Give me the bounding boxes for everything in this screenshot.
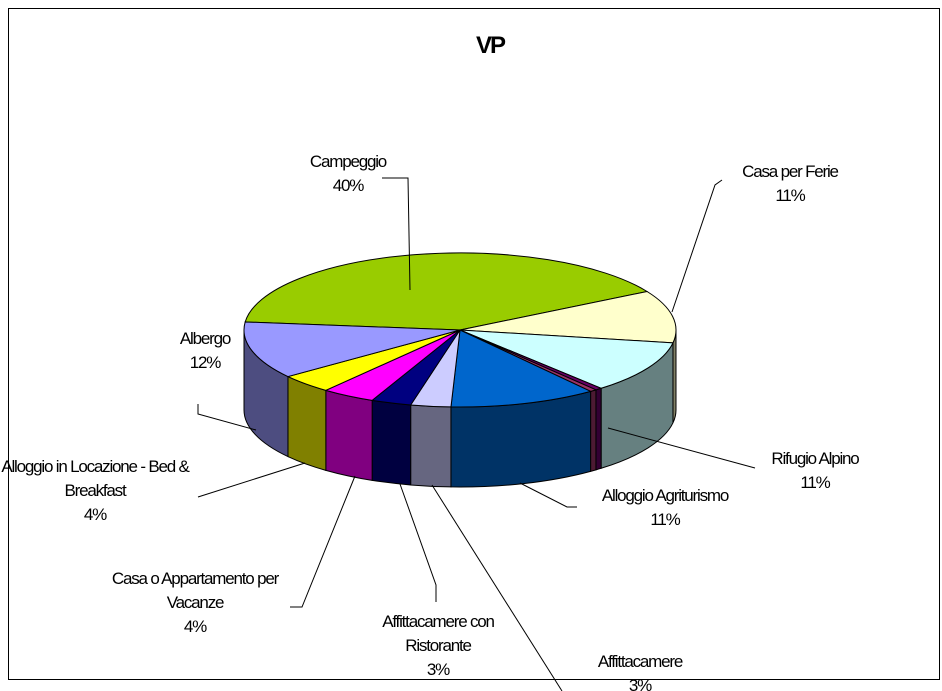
slice-label: Affittacamere con Ristorante 3% [353,610,523,682]
pie-slice [244,252,649,331]
leader-line [519,482,577,508]
slice-percent: 11% [800,473,830,492]
pie-side [287,375,327,472]
slice-label: Campeggio 40% [273,150,423,198]
slice-label: Alloggio in Locazione - Bed & Breakfast 4… [0,455,193,527]
leader-lines [197,177,756,691]
pie-side [371,399,412,486]
leader-line [290,475,356,608]
leader-line [382,177,411,291]
slice-percent: 4% [83,505,107,524]
pie-tops [243,252,677,408]
slice-label: Casa per Ferie 11% [710,160,870,208]
pie-side [595,387,602,471]
leader-line [607,427,756,469]
slice-name: Rifugio Alpino [771,449,859,468]
leader-line [197,462,306,498]
slice-label: Albergo 12% [145,327,265,375]
slice-name: Campeggio [309,152,387,171]
leader-line [671,179,723,313]
slice-name: Alloggio Agriturismo [601,486,729,505]
pie-slice [243,321,461,378]
pie-sides [243,329,677,488]
slice-percent: 11% [650,510,680,529]
slice-label: Alloggio Agriturismo 11% [570,484,760,532]
slice-name: Albergo [179,329,231,348]
slice-percent: 3% [628,676,652,691]
slice-label: Casa o Appartamento per Vacanze 4% [95,567,295,639]
leader-line [399,483,437,602]
slice-percent: 3% [426,660,450,679]
slice-percent: 11% [775,186,805,205]
pie-slice [459,290,677,344]
slice-name: Affittacamere [597,652,683,671]
slice-label: Affittacamere 3% [560,650,720,691]
leader-line [197,404,257,431]
slice-percent: 40% [332,176,365,195]
slice-name: Casa per Ferie [742,162,839,181]
slice-name: Casa o Appartamento per Vacanze [111,569,279,612]
pie-side [410,404,452,488]
slice-percent: 4% [183,617,207,636]
pie-side [325,389,373,481]
pie-slice [450,329,593,408]
slice-percent: 12% [189,353,222,372]
pie-side [590,389,597,472]
pie-slice [459,329,674,389]
slice-label: Rifugio Alpino 11% [735,447,895,495]
chart-title: VP [475,32,506,59]
leader-line [431,484,563,691]
slice-name: Alloggio in Locazione - Bed & Breakfast [1,457,189,500]
slice-name: Affittacamere con Ristorante [382,612,495,655]
